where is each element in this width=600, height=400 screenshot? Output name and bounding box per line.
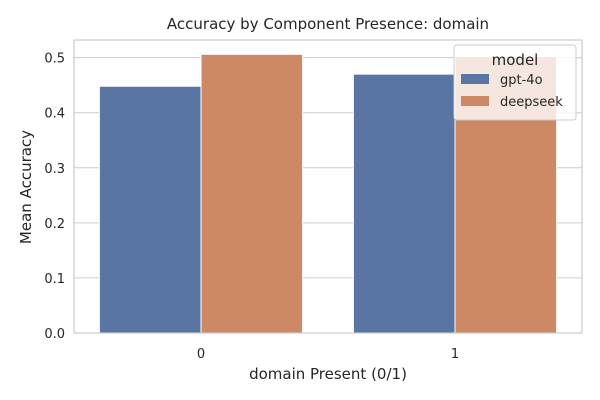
y-tick-label: 0.2 <box>44 217 65 232</box>
y-tick-label: 0.0 <box>44 327 65 342</box>
legend-title: model <box>492 51 539 69</box>
chart-title: Accuracy by Component Presence: domain <box>167 15 489 33</box>
x-tick-label: 0 <box>197 347 205 362</box>
y-tick-label: 0.1 <box>44 272 65 287</box>
x-tick-label: 1 <box>451 347 459 362</box>
y-tick-label: 0.3 <box>44 162 65 177</box>
legend: model gpt-4o deepseek <box>453 44 577 121</box>
bar-gpt-4o-0 <box>98 85 202 334</box>
bar-deepseek-0 <box>200 53 304 334</box>
x-axis-label: domain Present (0/1) <box>249 365 407 383</box>
legend-swatch-gpt-4o <box>461 74 489 84</box>
y-axis-label: Mean Accuracy <box>17 130 35 244</box>
y-tick-label: 0.5 <box>44 52 65 67</box>
y-tick-label: 0.4 <box>44 107 65 122</box>
legend-swatch-deepseek <box>461 96 489 106</box>
y-axis-ticks: 0.0 0.1 0.2 0.3 0.4 0.5 <box>44 52 65 342</box>
legend-label-gpt-4o: gpt-4o <box>500 73 543 88</box>
bar-gpt-4o-1 <box>352 73 456 334</box>
legend-label-deepseek: deepseek <box>500 95 563 110</box>
plot-frame <box>73 39 583 334</box>
